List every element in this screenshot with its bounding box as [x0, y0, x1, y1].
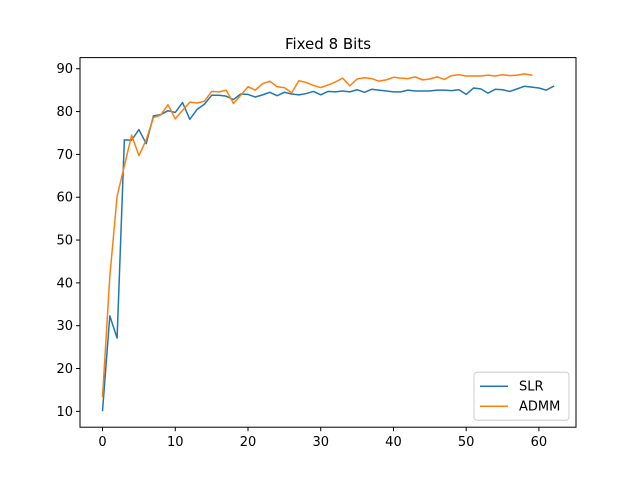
series-line-admm — [101, 73, 533, 398]
y-axis: 10 20 30 40 50 60 70 80 90 — [56, 62, 80, 420]
x-tick-label: 20 — [240, 435, 257, 450]
y-tick-label: 30 — [56, 319, 73, 334]
y-tick-label: 20 — [56, 362, 73, 377]
x-tick-label: 60 — [531, 435, 548, 450]
legend-label-slr: SLR — [519, 380, 544, 395]
y-tick-label: 80 — [56, 105, 73, 120]
x-axis: 0 10 20 30 40 50 60 — [98, 427, 547, 450]
y-tick-label: 40 — [56, 276, 73, 291]
y-tick-label: 60 — [56, 191, 73, 206]
chart-title: Fixed 8 Bits — [285, 35, 371, 53]
legend-box — [473, 371, 570, 421]
plot-area — [80, 57, 576, 428]
x-tick-label: 0 — [98, 435, 106, 450]
legend: SLR ADMM — [473, 371, 570, 421]
y-tick-label: 70 — [56, 148, 73, 163]
legend-label-admm: ADMM — [519, 400, 560, 415]
x-tick-label: 50 — [458, 435, 475, 450]
x-tick-label: 40 — [385, 435, 402, 450]
x-tick-label: 10 — [167, 435, 184, 450]
y-tick-label: 90 — [56, 62, 73, 77]
x-tick-label: 30 — [312, 435, 329, 450]
series-line-slr — [101, 85, 555, 412]
y-tick-label: 10 — [56, 405, 73, 420]
series-layer — [101, 73, 555, 412]
y-tick-label: 50 — [56, 234, 73, 249]
plot-frame — [79, 57, 577, 428]
